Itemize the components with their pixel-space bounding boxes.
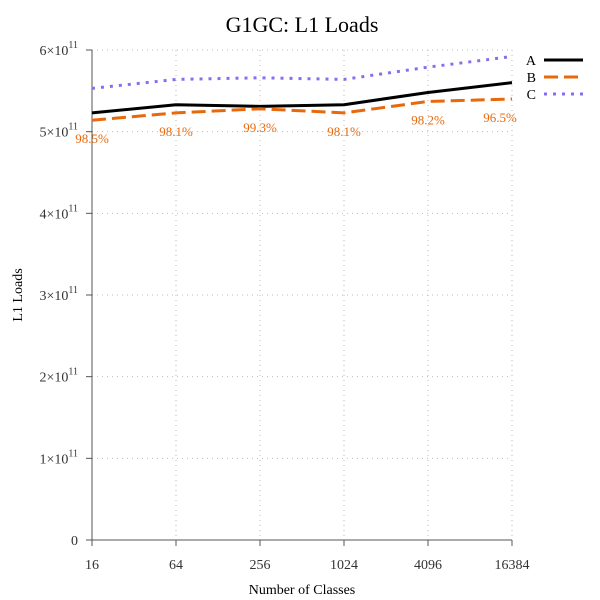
y-tick-label: 6×1011	[39, 40, 78, 59]
y-tick-label: 2×1011	[39, 367, 78, 386]
y-tick-label: 1×1011	[39, 448, 78, 467]
y-tick-label: 3×1011	[39, 285, 78, 304]
annotation-label: 98.2%	[411, 112, 445, 127]
legend-label: B	[527, 71, 536, 86]
legend-label: C	[527, 88, 536, 103]
x-ticks: 16 64 256 1024 4096 16384	[85, 540, 530, 573]
annotation-label: 98.5%	[75, 131, 109, 146]
y-tick-label: 5×1011	[39, 122, 78, 141]
series-line-a	[91, 81, 513, 115]
y-tick-label: 0	[71, 534, 78, 549]
x-tick-label: 1024	[330, 558, 358, 573]
series-line-b	[91, 97, 513, 122]
grid	[92, 49, 513, 540]
x-tick-label: 16	[85, 558, 99, 573]
chart-title: G1GC: L1 Loads	[226, 12, 379, 37]
y-tick-label: 4×1011	[39, 203, 78, 222]
annotation-label: 99.3%	[243, 120, 277, 135]
x-tick-label: 16384	[495, 558, 530, 573]
series	[91, 55, 513, 122]
annotation-label: 98.1%	[159, 124, 193, 139]
annotation-label: 96.5%	[483, 110, 517, 125]
legend-label: A	[526, 54, 537, 69]
x-tick-label: 64	[169, 558, 183, 573]
x-tick-label: 256	[250, 558, 271, 573]
y-ticks: 0 1×1011 2×1011 3×1011 4×1011 5×1011 6×1011	[39, 40, 92, 549]
annotation-label: 98.1%	[327, 124, 361, 139]
x-axis-label: Number of Classes	[249, 583, 356, 598]
legend: ABC	[526, 54, 583, 103]
y-axis-label: L1 Loads	[11, 268, 26, 321]
x-tick-label: 4096	[414, 558, 442, 573]
data-annotations: 98.5% 98.1% 99.3% 98.1% 98.2% 96.5%	[75, 110, 517, 146]
series-line-c	[91, 55, 513, 90]
